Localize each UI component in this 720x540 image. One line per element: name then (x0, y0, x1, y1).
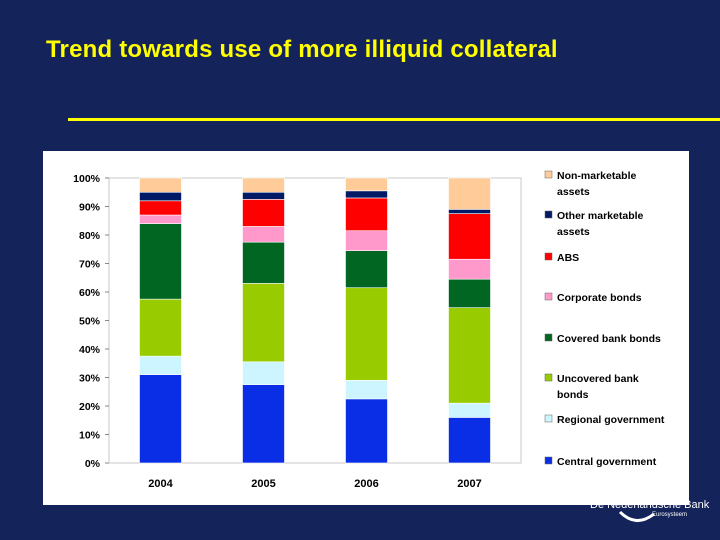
legend-label: Uncovered bank (557, 373, 639, 385)
legend-swatch (544, 373, 553, 382)
bar-segment-other-marketable-assets-2005 (242, 191, 285, 200)
bar-segment-central-government-2006 (345, 398, 388, 464)
bar-segment-covered-bank-bonds-2004 (139, 223, 182, 300)
legend-swatch (544, 252, 553, 261)
bar-segment-covered-bank-bonds-2005 (242, 241, 285, 284)
y-tick-label: 90% (79, 202, 101, 214)
bar-segment-other-marketable-assets-2006 (345, 190, 388, 199)
logo-name: De Nederlandsche Bank (590, 499, 710, 511)
legend-swatch (544, 333, 553, 342)
y-tick-label: 50% (79, 316, 101, 328)
y-tick-label: 10% (79, 430, 101, 442)
legend-label: Covered bank bonds (557, 333, 661, 345)
bar-segment-uncovered-bank-bonds-2006 (345, 287, 388, 381)
bar-segment-central-government-2007 (448, 417, 491, 464)
y-tick-label: 30% (79, 373, 101, 385)
x-tick-label: 2007 (457, 478, 481, 490)
bar-segment-corporate-bonds-2007 (448, 258, 491, 280)
bar-segment-abs-2005 (242, 199, 285, 227)
legend-label: Central government (557, 456, 657, 468)
bar-segment-corporate-bonds-2004 (139, 214, 182, 224)
chart-panel: 0% 10% 20% 30% 40% 50% 60% 70% 80% 90% 100% 2004 200… (43, 151, 689, 505)
y-tick-label: 40% (79, 344, 101, 356)
bar-segment-abs-2006 (345, 197, 388, 232)
legend-label: Regional government (557, 414, 665, 426)
bar-segment-regional-government-2005 (242, 361, 285, 385)
bar-segment-corporate-bonds-2006 (345, 230, 388, 251)
legend-label: ABS (557, 252, 579, 264)
x-tick-label: 2006 (354, 478, 378, 490)
title-underline (68, 118, 720, 121)
legend-swatch (544, 170, 553, 179)
bar-segment-regional-government-2007 (448, 402, 491, 418)
legend-label: assets (557, 186, 590, 198)
legend-swatch (544, 414, 553, 423)
bar-segment-central-government-2004 (139, 374, 182, 464)
legend-swatch (544, 210, 553, 219)
legend-swatch (544, 292, 553, 301)
y-tick-label: 80% (79, 230, 101, 242)
x-tick-label: 2005 (251, 478, 275, 490)
bar-segment-covered-bank-bonds-2007 (448, 278, 491, 308)
y-tick-label: 60% (79, 287, 101, 299)
legend-label: Non-marketable (557, 170, 637, 182)
logo-swoosh-icon (618, 510, 655, 522)
bar-segment-regional-government-2006 (345, 380, 388, 400)
bar-segment-other-marketable-assets-2004 (139, 191, 182, 202)
x-tick-label: 2004 (148, 478, 173, 490)
y-tick-label: 20% (79, 401, 101, 413)
y-tick-label: 70% (79, 259, 101, 271)
bar-segment-covered-bank-bonds-2006 (345, 250, 388, 289)
bar-segment-non-marketable-assets-2005 (242, 177, 285, 193)
legend-label: bonds (557, 389, 589, 401)
bar-segment-non-marketable-assets-2004 (139, 177, 182, 193)
bar-segment-uncovered-bank-bonds-2004 (139, 298, 182, 357)
legend-label: Corporate bonds (557, 292, 642, 304)
legend-swatch (544, 456, 553, 465)
bar-segment-regional-government-2004 (139, 355, 182, 375)
bar-segment-central-government-2005 (242, 384, 285, 464)
bar-segment-abs-2007 (448, 213, 491, 260)
bar-segment-uncovered-bank-bonds-2005 (242, 283, 285, 363)
stacked-bar-chart: 0% 10% 20% 30% 40% 50% 60% 70% 80% 90% 100% 2004 200… (73, 170, 665, 490)
legend-label: Other marketable (557, 210, 644, 222)
bar-segment-non-marketable-assets-2007 (448, 177, 491, 210)
bar-segment-uncovered-bank-bonds-2007 (448, 307, 491, 404)
slide-title: Trend towards use of more illiquid colla… (46, 36, 558, 63)
y-tick-label: 100% (73, 173, 101, 185)
legend-label: assets (557, 226, 590, 238)
bar-segment-non-marketable-assets-2006 (345, 177, 388, 192)
bar-segment-other-marketable-assets-2007 (448, 209, 491, 214)
y-tick-label: 0% (85, 458, 101, 470)
logo-tagline: Eurosysteem (652, 512, 688, 518)
bar-segment-abs-2004 (139, 200, 182, 216)
bar-segment-corporate-bonds-2005 (242, 226, 285, 243)
